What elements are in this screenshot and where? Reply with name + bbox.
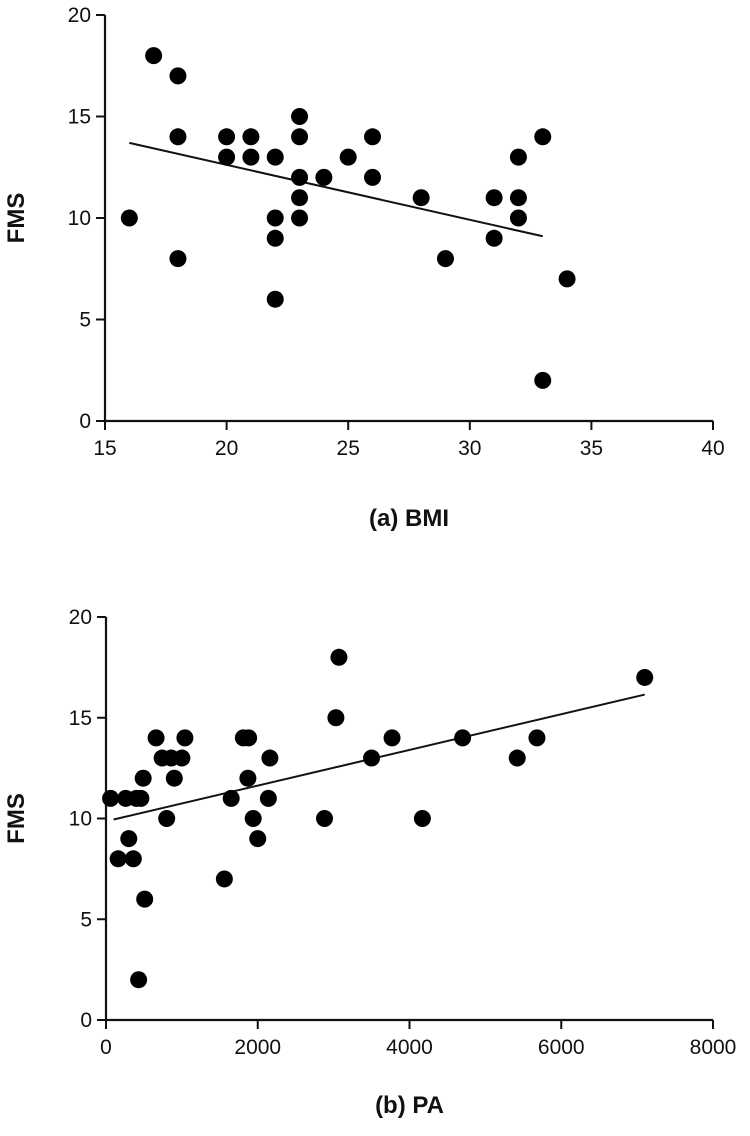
data-point xyxy=(136,890,154,908)
data-point xyxy=(412,189,430,207)
data-point xyxy=(454,729,472,747)
x-tick-label: 0 xyxy=(100,1036,112,1059)
chart-bmi: 0 5 10 15 20 15 20 25 30 35 40 (a) BMI FMS xyxy=(3,4,725,532)
y-tick-label: 5 xyxy=(79,309,91,332)
y-tick-label: 10 xyxy=(68,207,91,230)
data-point xyxy=(239,769,257,787)
data-point xyxy=(266,209,284,227)
data-point xyxy=(259,789,277,807)
data-point xyxy=(266,290,284,308)
data-point xyxy=(124,850,142,868)
data-point xyxy=(222,789,240,807)
data-point xyxy=(363,749,381,767)
x-tick-label: 25 xyxy=(337,437,360,460)
data-point xyxy=(339,148,357,166)
x-tick-label: 4000 xyxy=(386,1036,433,1059)
trend-line xyxy=(129,141,543,238)
data-point xyxy=(534,371,552,389)
data-point xyxy=(176,729,194,747)
chart-pa: 0 5 10 15 20 0 2000 4000 6000 8000 (b) PA FMS xyxy=(3,606,736,1119)
x-tick-label: 6000 xyxy=(538,1036,585,1059)
y-tick-label: 0 xyxy=(80,1009,92,1032)
x-tick-label: 2000 xyxy=(234,1036,281,1059)
x-tick-label: 40 xyxy=(701,437,724,460)
data-point xyxy=(102,789,120,807)
data-point xyxy=(130,971,148,989)
data-point xyxy=(364,128,382,146)
y-tick-label: 0 xyxy=(79,410,91,433)
x-axis-title: (b) PA xyxy=(375,1092,444,1119)
data-point xyxy=(120,830,138,848)
data-point xyxy=(364,168,382,186)
data-point xyxy=(266,148,284,166)
data-point xyxy=(169,250,187,268)
y-axis-title: FMS xyxy=(3,793,30,844)
x-tick-label: 30 xyxy=(458,437,481,460)
x-tick-label: 35 xyxy=(580,437,603,460)
data-point xyxy=(528,729,546,747)
x-tick-label: 8000 xyxy=(690,1036,737,1059)
y-tick-label: 15 xyxy=(69,707,92,730)
data-point xyxy=(266,229,284,247)
y-tick-label: 5 xyxy=(80,908,92,931)
data-point xyxy=(291,128,309,146)
y-tick-label: 15 xyxy=(68,106,91,129)
data-point xyxy=(145,47,163,65)
data-point xyxy=(218,148,236,166)
data-point xyxy=(215,870,233,888)
data-point xyxy=(291,189,309,207)
data-point xyxy=(249,830,267,848)
data-point xyxy=(158,810,176,827)
data-point xyxy=(240,729,258,747)
data-point xyxy=(120,209,138,227)
x-axis-title: (a) BMI xyxy=(369,505,449,532)
x-tick-label: 20 xyxy=(215,437,238,460)
data-point xyxy=(291,108,309,125)
data-point xyxy=(109,850,127,868)
y-tick-label: 10 xyxy=(69,808,92,831)
data-point xyxy=(165,769,183,787)
data-point xyxy=(242,128,260,146)
y-axis-title: FMS xyxy=(3,193,30,244)
data-point xyxy=(261,749,279,767)
data-point xyxy=(315,168,333,186)
x-tick-label: 15 xyxy=(93,437,116,460)
data-point xyxy=(413,810,431,827)
data-point xyxy=(169,128,187,146)
data-point xyxy=(485,189,503,207)
data-point xyxy=(169,67,187,85)
data-point xyxy=(132,789,150,807)
data-point xyxy=(218,128,236,146)
data-point xyxy=(173,749,191,767)
data-point xyxy=(316,810,334,827)
y-tick-label: 20 xyxy=(69,606,92,629)
data-point xyxy=(330,648,348,666)
data-point xyxy=(383,729,401,747)
data-point xyxy=(291,168,309,186)
data-point xyxy=(636,668,654,686)
data-point xyxy=(509,148,527,166)
data-point xyxy=(436,250,454,268)
data-point xyxy=(509,189,527,207)
data-point xyxy=(509,209,527,227)
y-tick-label: 20 xyxy=(68,4,91,27)
data-point xyxy=(147,729,165,747)
data-point xyxy=(244,810,262,827)
data-point xyxy=(534,128,552,146)
data-point xyxy=(327,709,345,727)
data-point xyxy=(291,209,309,227)
data-point xyxy=(134,769,152,787)
data-point xyxy=(508,749,526,767)
data-point xyxy=(485,229,503,247)
data-point xyxy=(242,148,260,166)
data-point xyxy=(558,270,576,288)
